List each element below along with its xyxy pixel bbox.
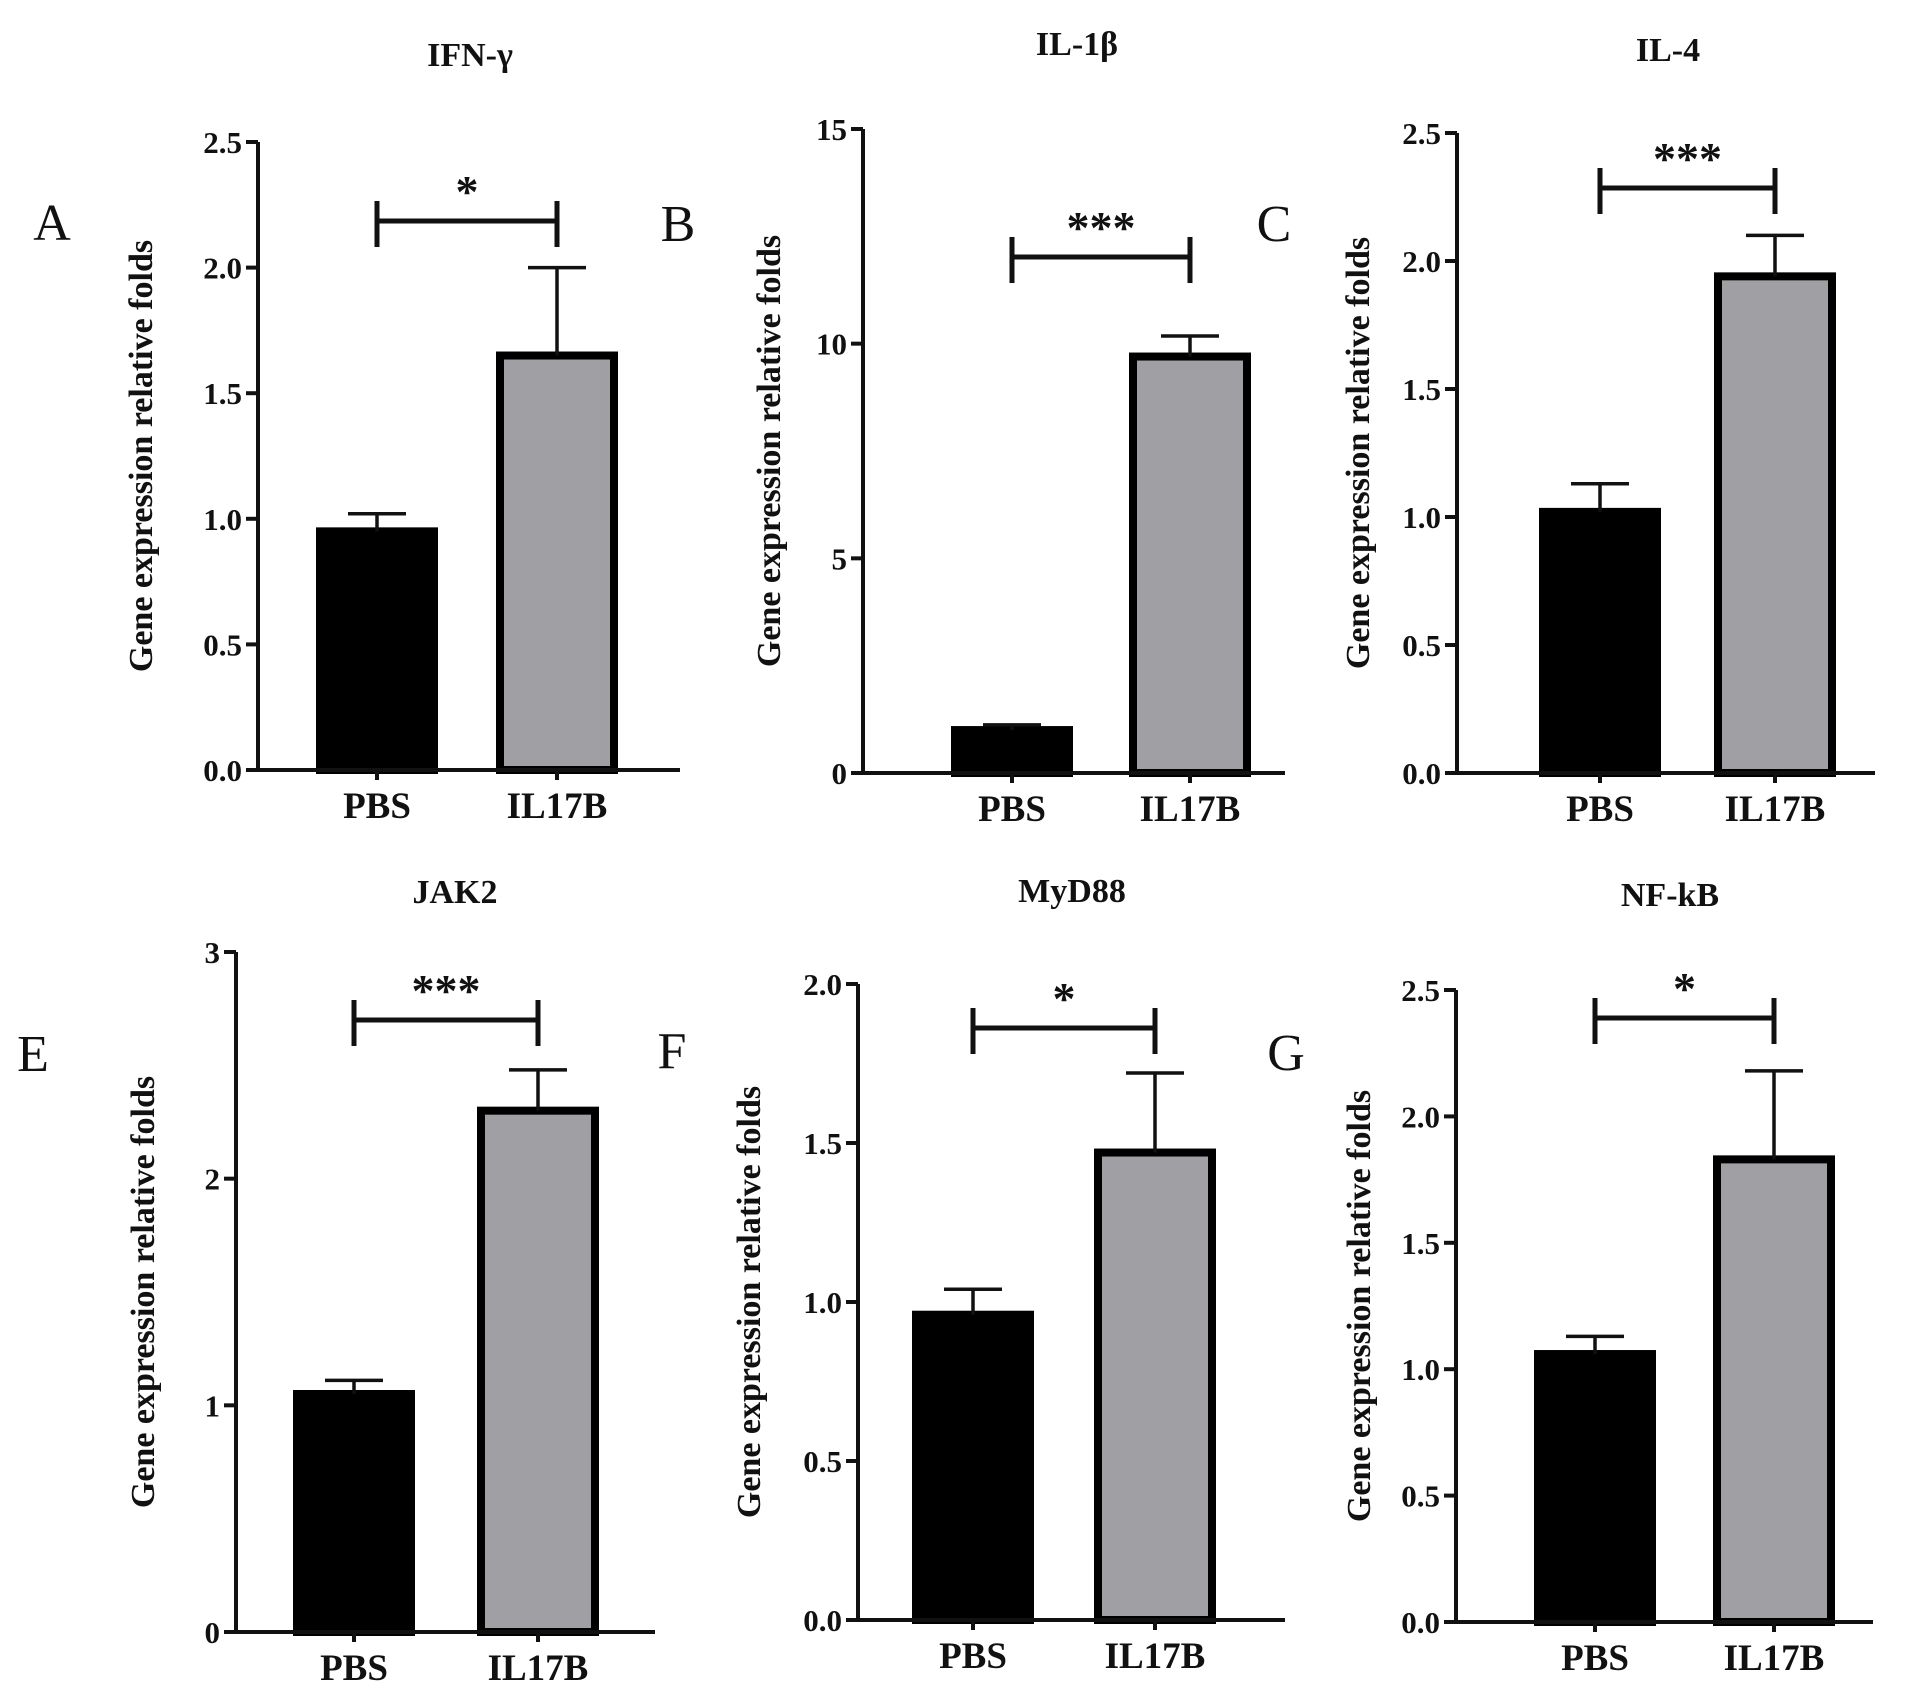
panel-a: A IFN-γ Gene expression relative folds PBS I… — [33, 37, 680, 827]
y-tick-label: 2.5 — [203, 125, 242, 160]
panel-title: JAK2 — [413, 874, 498, 911]
x-tick-label: PBS — [939, 1636, 1007, 1677]
panel-title: NF-kB — [1621, 877, 1719, 914]
y-tick-label: 3 — [205, 935, 221, 970]
y-tick-label: 2.5 — [1402, 116, 1441, 151]
y-tick-label: 0.5 — [803, 1444, 842, 1479]
panel-letter: A — [33, 195, 71, 252]
x-tick-label: PBS — [343, 786, 411, 827]
panel-title: IFN-γ — [427, 37, 513, 74]
y-tick-label: 0.5 — [1401, 1479, 1440, 1514]
y-axis-title: Gene expression relative folds — [1340, 237, 1377, 669]
panel-letter: F — [658, 1023, 687, 1080]
y-tick-label: 2.0 — [1402, 244, 1441, 279]
x-tick-label: PBS — [320, 1648, 388, 1689]
panel-letter: E — [17, 1026, 49, 1083]
panel-letter: G — [1267, 1025, 1305, 1082]
y-tick-label: 0.5 — [203, 627, 242, 662]
y-tick-label: 1.5 — [1402, 372, 1441, 407]
significance-label: * — [1673, 963, 1696, 1014]
bar-pbs — [912, 1310, 1034, 1624]
y-tick-label: 1.0 — [203, 502, 242, 537]
panel-f: F MyD88 Gene expression relative folds PBS I… — [658, 873, 1285, 1677]
bar-il17b — [496, 351, 618, 774]
panel-letter: C — [1257, 196, 1292, 253]
bar-pbs — [316, 527, 438, 774]
y-tick-label: 0 — [832, 756, 848, 791]
y-tick-label: 1.0 — [803, 1285, 842, 1320]
y-tick-label: 1 — [205, 1388, 221, 1423]
y-tick-label: 0.0 — [1401, 1605, 1440, 1640]
x-tick-label: PBS — [1561, 1638, 1629, 1679]
y-axis-title: Gene expression relative folds — [751, 235, 788, 667]
y-tick-label: 5 — [832, 541, 848, 576]
y-tick-label: 1.5 — [803, 1126, 842, 1161]
significance-label: * — [456, 166, 479, 217]
y-axis-title: Gene expression relative folds — [1341, 1090, 1378, 1522]
x-tick-label: IL17B — [1724, 1638, 1825, 1679]
y-tick-label: 1.0 — [1401, 1352, 1440, 1387]
bar-il17b — [1714, 272, 1836, 777]
y-tick-label: 0.0 — [803, 1603, 842, 1638]
panel-b: B IL-1β Gene expression relative folds PBS I… — [661, 26, 1285, 830]
significance-label: *** — [1653, 133, 1722, 184]
y-axis-title: Gene expression relative folds — [125, 1076, 162, 1508]
y-tick-label: 0.5 — [1402, 628, 1441, 663]
y-tick-label: 1.5 — [203, 376, 242, 411]
bar-il17b — [477, 1106, 599, 1636]
bar-pbs — [1534, 1350, 1656, 1626]
significance-label: *** — [1067, 202, 1136, 253]
y-tick-label: 1.0 — [1402, 500, 1441, 535]
significance-label: * — [1053, 973, 1076, 1024]
y-tick-label: 2.0 — [203, 251, 242, 286]
x-tick-label: IL17B — [1725, 789, 1826, 830]
bar-pbs — [951, 726, 1073, 777]
bar-il17b — [1094, 1148, 1216, 1625]
y-tick-label: 0.0 — [1402, 756, 1441, 791]
x-tick-label: PBS — [978, 789, 1046, 830]
panel-title: MyD88 — [1018, 873, 1126, 910]
bar-il17b — [1129, 352, 1251, 777]
y-tick-label: 0 — [205, 1615, 221, 1650]
x-tick-label: IL17B — [488, 1648, 589, 1689]
y-tick-label: 2 — [205, 1162, 221, 1197]
x-tick-label: IL17B — [1140, 789, 1241, 830]
bar-pbs — [1539, 507, 1661, 777]
y-tick-label: 2.0 — [803, 967, 842, 1002]
panel-title: IL-4 — [1636, 32, 1700, 69]
y-tick-label: 2.0 — [1401, 1099, 1440, 1134]
panel-title: IL-1β — [1036, 26, 1118, 63]
panel-g: G NF-kB Gene expression relative folds PBS I… — [1267, 877, 1873, 1679]
y-tick-label: 0.0 — [203, 753, 242, 788]
x-tick-label: PBS — [1566, 789, 1634, 830]
panel-e: E JAK2 Gene expression relative folds PBS IL… — [17, 874, 655, 1689]
panel-letter: B — [661, 196, 696, 253]
significance-label: *** — [412, 965, 481, 1016]
y-tick-label: 1.5 — [1401, 1226, 1440, 1261]
y-axis-title: Gene expression relative folds — [123, 240, 160, 672]
y-tick-label: 15 — [816, 112, 847, 147]
bar-pbs — [293, 1390, 415, 1636]
y-tick-label: 10 — [816, 327, 847, 362]
bar-il17b — [1713, 1155, 1835, 1626]
x-tick-label: IL17B — [507, 786, 608, 827]
y-tick-label: 2.5 — [1401, 973, 1440, 1008]
y-axis-title: Gene expression relative folds — [731, 1086, 768, 1518]
x-tick-label: IL17B — [1105, 1636, 1206, 1677]
panel-c: C IL-4 Gene expression relative folds PBS IL… — [1257, 32, 1875, 830]
